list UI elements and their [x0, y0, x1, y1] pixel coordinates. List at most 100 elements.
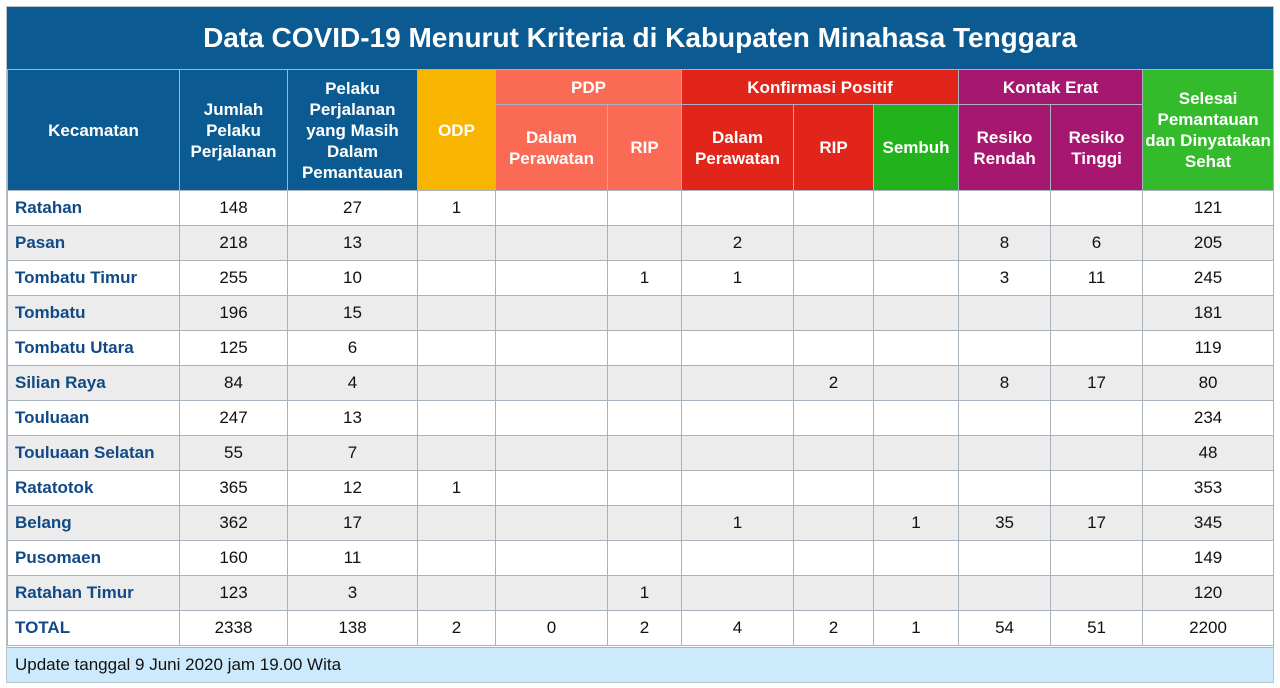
cell-resiko-rendah	[958, 295, 1052, 331]
cell-pelaku: 7	[287, 435, 418, 471]
header-pdp: PDP	[495, 69, 682, 105]
cell-pelaku: 13	[287, 400, 418, 436]
cell-resiko-tinggi	[1050, 435, 1144, 471]
header-pdp-dalam: Dalam Perawatan	[495, 104, 608, 191]
header-jumlah: Jumlah Pelaku Perjalanan	[179, 69, 288, 191]
cell-resiko-rendah	[958, 470, 1052, 506]
cell-pdp-rip	[607, 540, 682, 576]
cell-konf-sembuh: 1	[872, 505, 960, 541]
table-row: Silian Raya 84 4 2 8 17 80	[7, 365, 1275, 401]
cell-kecamatan: Pasan	[7, 225, 180, 261]
cell-konf-dalam: 1	[681, 505, 794, 541]
cell-konf-rip: 2	[793, 610, 874, 646]
cell-resiko-tinggi	[1050, 540, 1144, 576]
cell-pdp-dalam	[495, 540, 608, 576]
cell-pdp-dalam	[495, 295, 608, 331]
cell-pdp-rip: 1	[607, 575, 682, 611]
page-title: Data COVID-19 Menurut Kriteria di Kabupa…	[7, 7, 1273, 69]
cell-resiko-rendah	[958, 540, 1052, 576]
cell-resiko-tinggi	[1050, 295, 1144, 331]
cell-pdp-dalam	[495, 400, 608, 436]
cell-pelaku: 11	[287, 540, 418, 576]
cell-selesai: 120	[1142, 575, 1275, 611]
cell-odp	[417, 365, 496, 401]
cell-konf-sembuh	[872, 575, 960, 611]
cell-konf-rip	[793, 400, 874, 436]
cell-konf-dalam	[681, 575, 794, 611]
cell-pelaku: 17	[287, 505, 418, 541]
cell-selesai: 48	[1142, 435, 1275, 471]
cell-resiko-tinggi	[1050, 400, 1144, 436]
cell-konf-dalam	[681, 295, 794, 331]
cell-pdp-dalam	[495, 470, 608, 506]
cell-resiko-tinggi	[1050, 575, 1144, 611]
cell-odp	[417, 575, 496, 611]
cell-konf-rip	[793, 295, 874, 331]
cell-pelaku: 4	[287, 365, 418, 401]
cell-kecamatan: Touluaan	[7, 400, 180, 436]
table-row: Tombatu Timur 255 10 1 1 3 11 245	[7, 260, 1275, 296]
cell-kecamatan: Silian Raya	[7, 365, 180, 401]
cell-pdp-rip	[607, 435, 682, 471]
cell-resiko-tinggi	[1050, 190, 1144, 226]
cell-pdp-dalam	[495, 505, 608, 541]
cell-selesai: 353	[1142, 470, 1275, 506]
cell-konf-sembuh	[872, 365, 960, 401]
cell-konf-sembuh	[872, 400, 960, 436]
cell-konf-sembuh	[872, 225, 960, 261]
header-kontak-tinggi: Resiko Tinggi	[1050, 104, 1144, 191]
cell-selesai: 181	[1142, 295, 1275, 331]
cell-jumlah: 196	[179, 295, 288, 331]
cell-konf-rip	[793, 330, 874, 366]
cell-odp	[417, 435, 496, 471]
cell-konf-dalam	[681, 540, 794, 576]
cell-total-label: TOTAL	[7, 610, 180, 646]
header-odp: ODP	[417, 69, 496, 191]
header-selesai: Selesai Pemantauan dan Dinyatakan Sehat	[1142, 69, 1275, 191]
cell-jumlah: 148	[179, 190, 288, 226]
header-kecamatan: Kecamatan	[7, 69, 180, 191]
cell-pdp-rip	[607, 190, 682, 226]
cell-konf-sembuh	[872, 190, 960, 226]
cell-odp	[417, 400, 496, 436]
cell-pelaku: 27	[287, 190, 418, 226]
cell-kecamatan: Tombatu Timur	[7, 260, 180, 296]
cell-selesai: 234	[1142, 400, 1275, 436]
table-row: Belang 362 17 1 1 35 17 345	[7, 505, 1275, 541]
cell-konf-rip	[793, 575, 874, 611]
cell-konf-rip	[793, 190, 874, 226]
cell-odp	[417, 295, 496, 331]
cell-resiko-rendah	[958, 190, 1052, 226]
cell-odp	[417, 540, 496, 576]
table-row: Ratahan 148 27 1 121	[7, 190, 1275, 226]
cell-konf-dalam	[681, 470, 794, 506]
table-row: Pusomaen 160 11 149	[7, 540, 1275, 576]
cell-konf-dalam	[681, 190, 794, 226]
cell-pdp-dalam: 0	[495, 610, 608, 646]
cell-konf-sembuh	[872, 470, 960, 506]
cell-jumlah: 247	[179, 400, 288, 436]
table-body: Ratahan 148 27 1 121 Pasan 218 13	[7, 190, 1275, 646]
header-kontak: Kontak Erat	[958, 69, 1144, 105]
cell-jumlah: 160	[179, 540, 288, 576]
table-row: Touluaan Selatan 55 7 48	[7, 435, 1275, 471]
cell-konf-dalam	[681, 400, 794, 436]
cell-pelaku: 12	[287, 470, 418, 506]
cell-kecamatan: Touluaan Selatan	[7, 435, 180, 471]
cell-jumlah: 125	[179, 330, 288, 366]
cell-pdp-rip	[607, 330, 682, 366]
cell-konf-sembuh: 1	[872, 610, 960, 646]
header-konf-rip: RIP	[793, 104, 874, 191]
cell-pdp-dalam	[495, 435, 608, 471]
cell-selesai: 121	[1142, 190, 1275, 226]
cell-kecamatan: Belang	[7, 505, 180, 541]
cell-pdp-rip: 2	[607, 610, 682, 646]
covid-table: Kecamatan Jumlah Pelaku Perjalanan Pelak…	[7, 69, 1275, 646]
cell-resiko-tinggi	[1050, 330, 1144, 366]
cell-kecamatan: Tombatu	[7, 295, 180, 331]
table-row: Tombatu Utara 125 6 119	[7, 330, 1275, 366]
cell-pdp-dalam	[495, 190, 608, 226]
table-row: Pasan 218 13 2 8 6 205	[7, 225, 1275, 261]
cell-pdp-rip	[607, 470, 682, 506]
cell-resiko-tinggi: 6	[1050, 225, 1144, 261]
